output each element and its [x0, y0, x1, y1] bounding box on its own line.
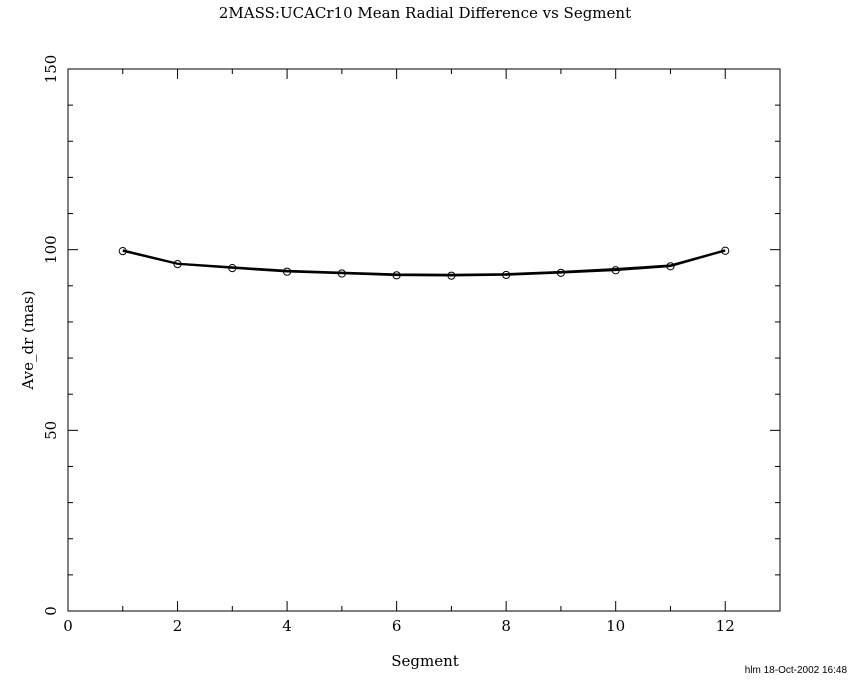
- data-point-marker: [392, 271, 401, 280]
- data-point-marker: [611, 266, 620, 275]
- y-tick-label: 50: [42, 421, 60, 440]
- chart-title: 2MASS:UCACr10 Mean Radial Difference vs …: [219, 4, 631, 22]
- x-tick-label: 2: [173, 617, 183, 635]
- data-point-marker: [228, 263, 237, 273]
- data-point-marker: [666, 262, 675, 271]
- y-tick-label: 150: [42, 55, 60, 84]
- y-tick-label: 100: [42, 235, 60, 264]
- x-tick-label: 0: [63, 617, 73, 635]
- data-point-marker: [282, 267, 292, 276]
- x-tick-label: 12: [716, 617, 735, 635]
- y-tick-label: 0: [42, 606, 60, 616]
- series-line-1: [122, 250, 726, 277]
- x-tick-label: 10: [606, 617, 625, 635]
- data-point-marker: [447, 271, 456, 280]
- plot-footer: hlm 18-Oct-2002 16:48: [745, 665, 848, 676]
- y-axis-label: Ave_dr (mas): [19, 290, 37, 390]
- x-axis-label: Segment: [391, 652, 459, 670]
- series-line-2: [122, 249, 726, 276]
- data-point-marker: [502, 270, 511, 280]
- data-point-marker: [556, 268, 566, 277]
- data-series: [118, 246, 730, 280]
- axis-tick-labels: 0 2 4 6 8 10 12 0 50 100 150: [42, 55, 735, 635]
- x-tick-label: 4: [282, 617, 292, 635]
- axis-ticks: [67, 68, 781, 612]
- x-tick-label: 8: [501, 617, 511, 635]
- data-point-marker: [337, 269, 346, 278]
- plot-frame: [67, 68, 781, 612]
- x-tick-label: 6: [392, 617, 402, 635]
